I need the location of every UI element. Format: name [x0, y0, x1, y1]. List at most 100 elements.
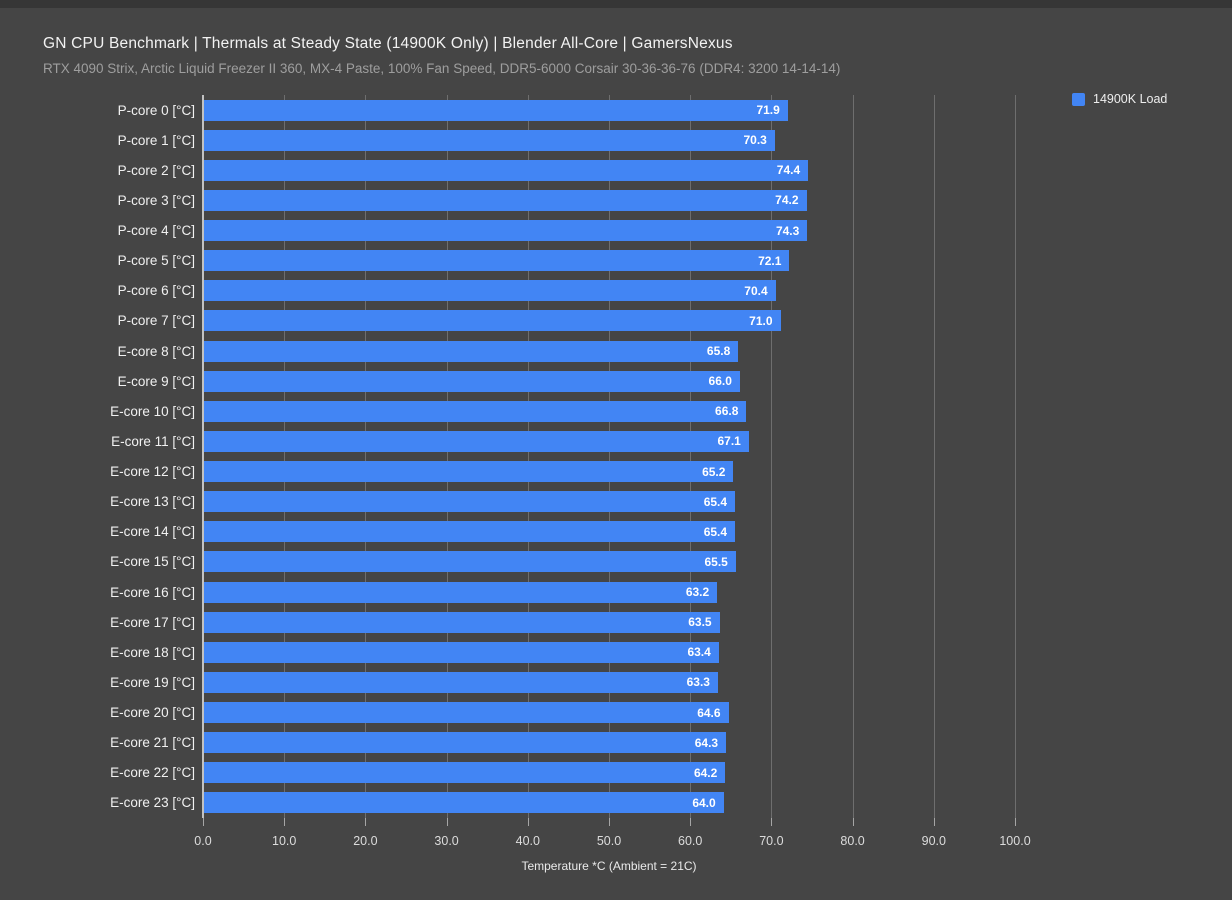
- category-label: E-core 23 [°C]: [110, 795, 195, 811]
- x-tick-label: 50.0: [596, 834, 622, 848]
- x-tick: [527, 818, 529, 826]
- category-label: E-core 12 [°C]: [110, 464, 195, 480]
- category-label: P-core 7 [°C]: [117, 313, 195, 329]
- category-label: P-core 4 [°C]: [117, 223, 195, 239]
- bar-value-label: 65.4: [703, 494, 728, 509]
- category-label: E-core 9 [°C]: [117, 373, 195, 389]
- bar: 63.5: [204, 611, 720, 633]
- bar: 65.4: [204, 491, 736, 513]
- bar-value-label: 74.4: [776, 163, 801, 178]
- x-tick-label: 60.0: [678, 834, 703, 848]
- gridline: [527, 95, 529, 818]
- bar-value-label: 74.3: [775, 223, 800, 238]
- gridline: [446, 95, 448, 818]
- bar: 72.1: [204, 250, 790, 272]
- legend: 14900K Load: [1072, 92, 1167, 106]
- x-axis-title: Temperature *C (Ambient = 21C): [521, 859, 697, 873]
- category-label: E-core 10 [°C]: [110, 403, 195, 419]
- bar-value-label: 64.6: [697, 705, 721, 720]
- x-tick: [609, 818, 610, 826]
- gridline: [609, 95, 610, 818]
- x-tick-label: 40.0: [515, 834, 540, 848]
- bar-value-label: 65.5: [704, 554, 728, 569]
- x-tick: [203, 818, 204, 826]
- category-label: P-core 0 [°C]: [117, 102, 195, 118]
- bar: 74.3: [204, 220, 808, 242]
- bar: 66.8: [204, 400, 747, 422]
- bar: 63.4: [204, 641, 719, 663]
- category-label: E-core 21 [°C]: [110, 735, 195, 751]
- bar-value-label: 63.5: [688, 615, 712, 630]
- x-tick: [446, 818, 448, 826]
- bar-value-label: 70.4: [744, 283, 768, 298]
- bar-value-label: 65.2: [702, 464, 726, 479]
- bar: 74.2: [204, 189, 807, 211]
- x-tick-label: 90.0: [921, 834, 946, 848]
- bar-value-label: 66.8: [715, 404, 739, 419]
- bar: 64.0: [204, 792, 724, 814]
- category-label: P-core 5 [°C]: [117, 253, 195, 269]
- bar-value-label: 67.1: [717, 434, 741, 449]
- category-label: E-core 22 [°C]: [110, 765, 195, 781]
- y-axis-line: [202, 95, 204, 818]
- x-tick: [690, 818, 692, 826]
- x-tick-label: 80.0: [840, 834, 865, 848]
- category-label: E-core 8 [°C]: [117, 343, 195, 359]
- category-label: E-core 19 [°C]: [110, 674, 195, 690]
- bar-value-label: 70.3: [743, 133, 767, 148]
- x-tick-label: 100.0: [999, 834, 1031, 848]
- bar-value-label: 64.3: [694, 735, 719, 750]
- category-label: P-core 1 [°C]: [117, 132, 195, 148]
- category-label: E-core 11 [°C]: [111, 433, 195, 449]
- x-tick-label: 20.0: [353, 834, 378, 848]
- x-tick: [365, 818, 367, 826]
- bar-value-label: 63.3: [686, 675, 710, 690]
- x-tick: [852, 818, 854, 826]
- bar-value-label: 64.2: [693, 765, 718, 780]
- gridline: [690, 95, 692, 818]
- bar-value-label: 71.9: [756, 103, 780, 118]
- category-label: E-core 18 [°C]: [110, 644, 195, 660]
- bar: 70.3: [204, 129, 775, 151]
- bar-value-label: 74.2: [775, 193, 799, 208]
- bar: 65.2: [204, 461, 734, 483]
- bar: 71.0: [204, 310, 781, 332]
- bar: 74.4: [204, 159, 809, 181]
- bar: 63.3: [204, 671, 718, 693]
- chart-title: GN CPU Benchmark | Thermals at Steady St…: [43, 35, 733, 52]
- bar: 64.6: [204, 702, 729, 724]
- x-tick-label: 30.0: [434, 834, 459, 848]
- category-label: E-core 17 [°C]: [110, 614, 195, 630]
- bar: 66.0: [204, 370, 740, 392]
- bar-value-label: 65.4: [703, 524, 728, 539]
- bar: 67.1: [204, 430, 749, 452]
- category-label: E-core 16 [°C]: [110, 584, 195, 600]
- gridline: [365, 95, 367, 818]
- category-label: P-core 2 [°C]: [117, 162, 195, 178]
- x-tick: [771, 818, 773, 826]
- bar-value-label: 65.8: [706, 344, 731, 359]
- bar-value-label: 64.0: [692, 795, 716, 810]
- category-label: E-core 20 [°C]: [110, 705, 195, 721]
- bar-value-label: 66.0: [708, 374, 732, 389]
- bar: 65.5: [204, 551, 736, 573]
- x-tick: [284, 818, 286, 826]
- x-tick: [1015, 818, 1016, 826]
- bar-value-label: 71.0: [749, 313, 773, 328]
- chart-subtitle: RTX 4090 Strix, Arctic Liquid Freezer II…: [43, 61, 841, 76]
- gridline: [933, 95, 935, 818]
- x-tick: [933, 818, 935, 826]
- category-label: E-core 14 [°C]: [110, 524, 195, 540]
- category-label: P-core 3 [°C]: [117, 192, 195, 208]
- gridline: [771, 95, 773, 818]
- category-label: E-core 15 [°C]: [110, 554, 195, 570]
- legend-label: 14900K Load: [1093, 92, 1168, 106]
- bar: 64.2: [204, 762, 726, 784]
- x-tick-label: 0.0: [194, 834, 212, 848]
- bar: 65.8: [204, 340, 739, 362]
- gridline: [1015, 95, 1016, 818]
- bar-value-label: 72.1: [758, 253, 782, 268]
- bar-value-label: 63.2: [685, 585, 710, 600]
